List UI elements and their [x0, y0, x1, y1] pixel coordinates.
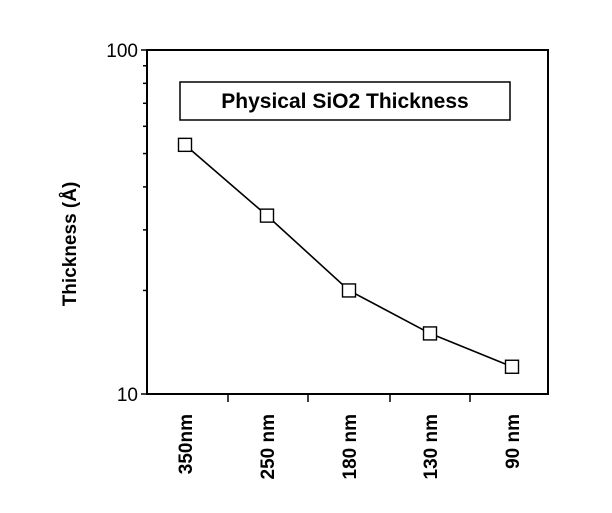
- chart-title-box: Physical SiO2 Thickness: [179, 81, 511, 121]
- y-tick-label-1: 100: [106, 41, 138, 62]
- y-axis-ticks: 10 100: [106, 41, 147, 406]
- data-point-0-2: [341, 283, 357, 298]
- x-tick-label-3: 130 nm: [421, 414, 442, 479]
- y-axis-label: Thickness (Å): [60, 182, 81, 307]
- chart-title: Physical SiO2 Thickness: [221, 90, 468, 113]
- x-tick-label-1: 250 nm: [258, 414, 279, 479]
- data-point-0-1: [259, 208, 275, 223]
- y-tick-label-0: 10: [117, 385, 138, 406]
- x-axis-ticks: 350nm 250 nm 180 nm 130 nm 90 nm: [176, 394, 524, 479]
- x-tick-label-0: 350nm: [176, 414, 197, 474]
- data-point-0-4: [504, 359, 520, 374]
- x-tick-label-2: 180 nm: [340, 414, 361, 479]
- x-tick-label-4: 90 nm: [503, 414, 524, 469]
- data-point-0-0: [177, 137, 193, 153]
- series-line-0: [184, 144, 513, 368]
- data-point-0-3: [422, 326, 438, 341]
- plot-area: [146, 49, 549, 395]
- series-layer: [177, 137, 520, 374]
